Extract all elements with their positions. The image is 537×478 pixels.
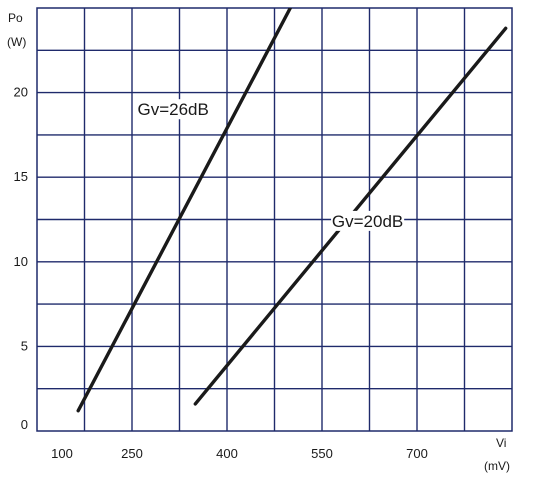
series-label-gv-20db: Gv=20dB [332, 212, 403, 231]
y-tick-label: 20 [14, 85, 28, 100]
x-tick-label: 250 [121, 446, 143, 461]
grid-lines [37, 8, 512, 431]
series-lines [76, 8, 508, 413]
y-axis-label: Po [8, 11, 23, 25]
y-tick-labels: 0 5 10 15 20 [14, 85, 28, 432]
x-tick-labels: 100 250 400 550 700 [51, 446, 428, 461]
y-tick-label: 15 [14, 169, 28, 184]
series-label-gv-26db: Gv=26dB [137, 100, 208, 119]
x-tick-label: 550 [311, 446, 333, 461]
y-tick-label: 10 [14, 254, 28, 269]
x-tick-label: 400 [216, 446, 238, 461]
annotation-background [331, 210, 405, 231]
x-axis-unit: (mV) [484, 459, 510, 473]
x-tick-label: 100 [51, 446, 73, 461]
y-tick-label: 0 [21, 417, 28, 432]
x-tick-label: 700 [406, 446, 428, 461]
y-tick-label: 5 [21, 338, 28, 353]
series-line-gv-26db [76, 8, 292, 413]
x-axis-label: Vi [496, 436, 506, 450]
plot-frame [36, 7, 513, 432]
series-annotations: Gv=26dB Gv=20dB [136, 99, 405, 231]
y-axis-unit: (W) [7, 35, 26, 49]
annotation-background [136, 99, 210, 120]
